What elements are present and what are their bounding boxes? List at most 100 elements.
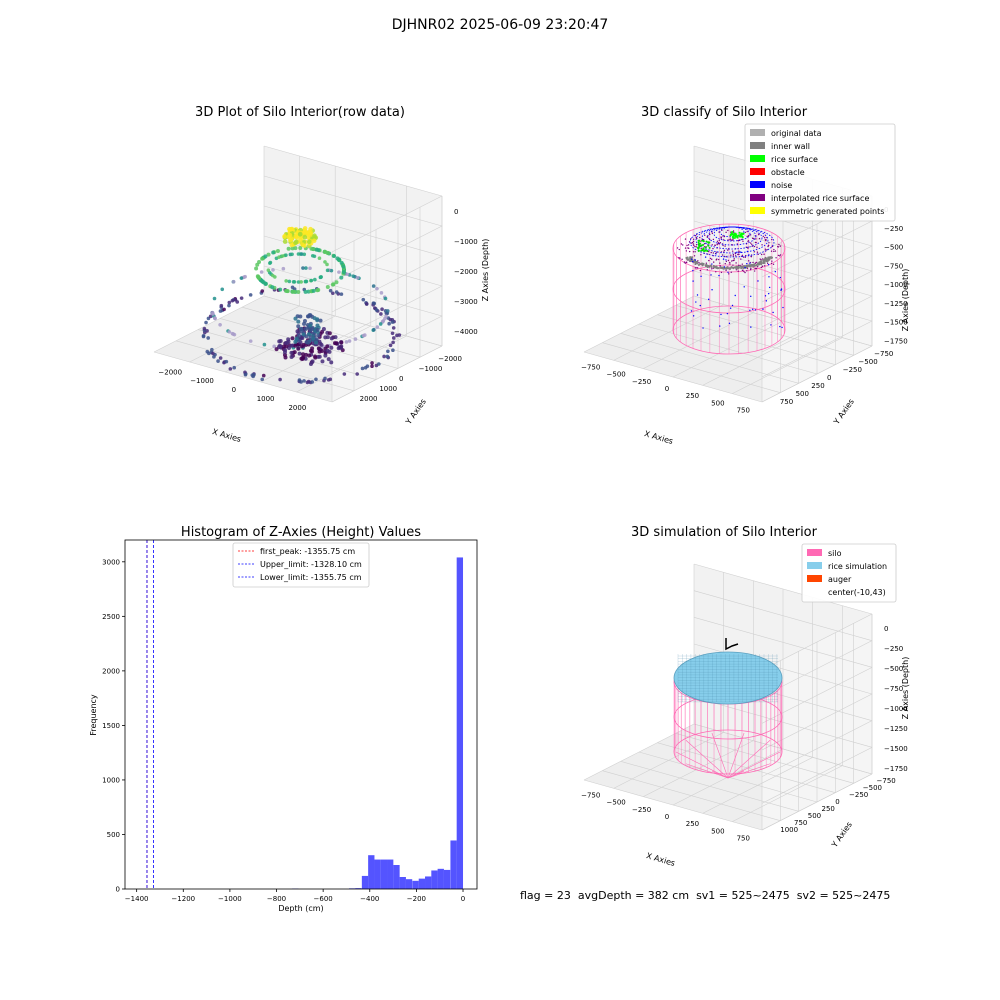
interpolated-point — [754, 241, 757, 244]
z-tick-label: 0 — [884, 625, 888, 633]
interpolated-point — [681, 258, 683, 261]
scatter-point — [296, 280, 301, 284]
scatter-point — [202, 326, 207, 331]
histogram-bar — [425, 876, 432, 889]
scatter-point — [304, 352, 309, 357]
noise-point — [691, 258, 693, 260]
scatter-point — [308, 327, 313, 332]
raw-data-3d-plot: 3D Plot of Silo Interior(row data) −2000… — [153, 105, 490, 444]
scatter-point — [351, 274, 356, 278]
scatter-point — [287, 279, 292, 284]
scatter-point — [304, 334, 309, 339]
noise-point — [748, 254, 750, 256]
scatter-point — [260, 377, 265, 382]
interpolated-point — [732, 231, 735, 233]
scatter-point — [212, 296, 217, 301]
sv2-text: sv2 = 525~2475 — [796, 889, 891, 902]
scatter-point — [379, 291, 384, 295]
scatter-point — [210, 347, 214, 352]
noise-point — [765, 300, 768, 302]
interpolated-point — [732, 230, 735, 232]
silo-ring — [672, 264, 786, 314]
scatter-point — [310, 349, 315, 354]
scatter-point — [293, 240, 298, 246]
scatter-point — [391, 336, 396, 340]
scatter-point — [282, 239, 288, 244]
silo-cone-line — [711, 732, 729, 779]
interpolated-point — [732, 253, 735, 256]
noise-point — [696, 294, 699, 296]
chart-title: 3D simulation of Silo Interior — [631, 525, 818, 540]
inner-wall-point — [764, 257, 767, 260]
y-tick-label: 500 — [107, 831, 120, 839]
silo-ring — [673, 729, 783, 775]
scatter-point — [299, 252, 304, 256]
inner-wall-point — [762, 262, 765, 265]
interpolated-point — [722, 235, 724, 237]
scatter-point — [329, 268, 334, 273]
interpolated-point — [723, 235, 726, 238]
scatter-point — [227, 330, 232, 334]
noise-point — [711, 289, 713, 291]
floor-gridline — [175, 340, 355, 392]
y-tick-label: −250 — [843, 366, 862, 374]
scatter-point — [355, 372, 359, 376]
inner-wall-point — [686, 256, 689, 259]
y-tick-label: 3000 — [102, 558, 120, 566]
x-tick-label: 500 — [711, 827, 724, 835]
z-tick-label: 0 — [454, 208, 458, 216]
scatter-point — [360, 366, 365, 371]
inner-wall-point — [709, 264, 712, 267]
scatter-point — [364, 302, 369, 306]
scatter-point — [311, 288, 316, 293]
scatter-point — [383, 316, 387, 321]
noise-point — [723, 266, 726, 268]
scatter-point — [306, 379, 311, 384]
rice-surface-point — [732, 234, 735, 237]
inner-wall-point — [687, 258, 690, 261]
silo-ring — [672, 223, 786, 273]
interpolated-point — [719, 262, 721, 264]
noise-point — [731, 304, 734, 307]
scatter-point — [388, 343, 393, 348]
x-tick-label: −1000 — [218, 895, 242, 903]
noise-point — [690, 310, 693, 312]
interpolated-point — [696, 267, 699, 269]
interpolated-point — [735, 262, 737, 264]
z-tick-label: −1750 — [884, 765, 908, 773]
inner-wall-point — [726, 267, 729, 270]
rice-surface-point — [707, 241, 710, 244]
legend-label: auger — [828, 575, 852, 584]
interpolated-point — [705, 262, 708, 264]
interpolated-point — [729, 238, 732, 240]
scatter-point — [316, 346, 321, 351]
noise-point — [718, 274, 720, 277]
noise-point — [692, 315, 695, 317]
y-axis-label: Y Axies — [403, 397, 428, 427]
scatter-point — [328, 288, 333, 293]
rice-surface-point — [740, 232, 743, 235]
z-tick-label: −1250 — [884, 725, 908, 733]
interpolated-point — [749, 242, 752, 244]
x-axis-label: X Axies — [643, 429, 674, 446]
scatter-point — [313, 277, 317, 282]
inner-wall-point — [707, 265, 710, 268]
noise-point — [702, 327, 704, 329]
interpolated-point — [678, 248, 680, 251]
interpolated-point — [737, 270, 739, 272]
inner-wall-point — [758, 263, 761, 266]
scatter-point — [216, 359, 220, 363]
scatter-point — [308, 323, 313, 328]
rice-surface-point — [705, 240, 708, 243]
scatter-point — [201, 334, 206, 339]
scatter-point — [390, 331, 395, 336]
scatter-point — [270, 273, 275, 278]
scatter-point — [284, 279, 288, 283]
inner-wall-point — [736, 266, 739, 269]
inner-wall-point — [688, 260, 691, 263]
noise-point — [774, 270, 777, 273]
scatter-point — [297, 333, 302, 338]
legend-label: obstacle — [771, 168, 805, 177]
interpolated-point — [729, 263, 731, 265]
y-tick-label: 2500 — [102, 613, 120, 621]
